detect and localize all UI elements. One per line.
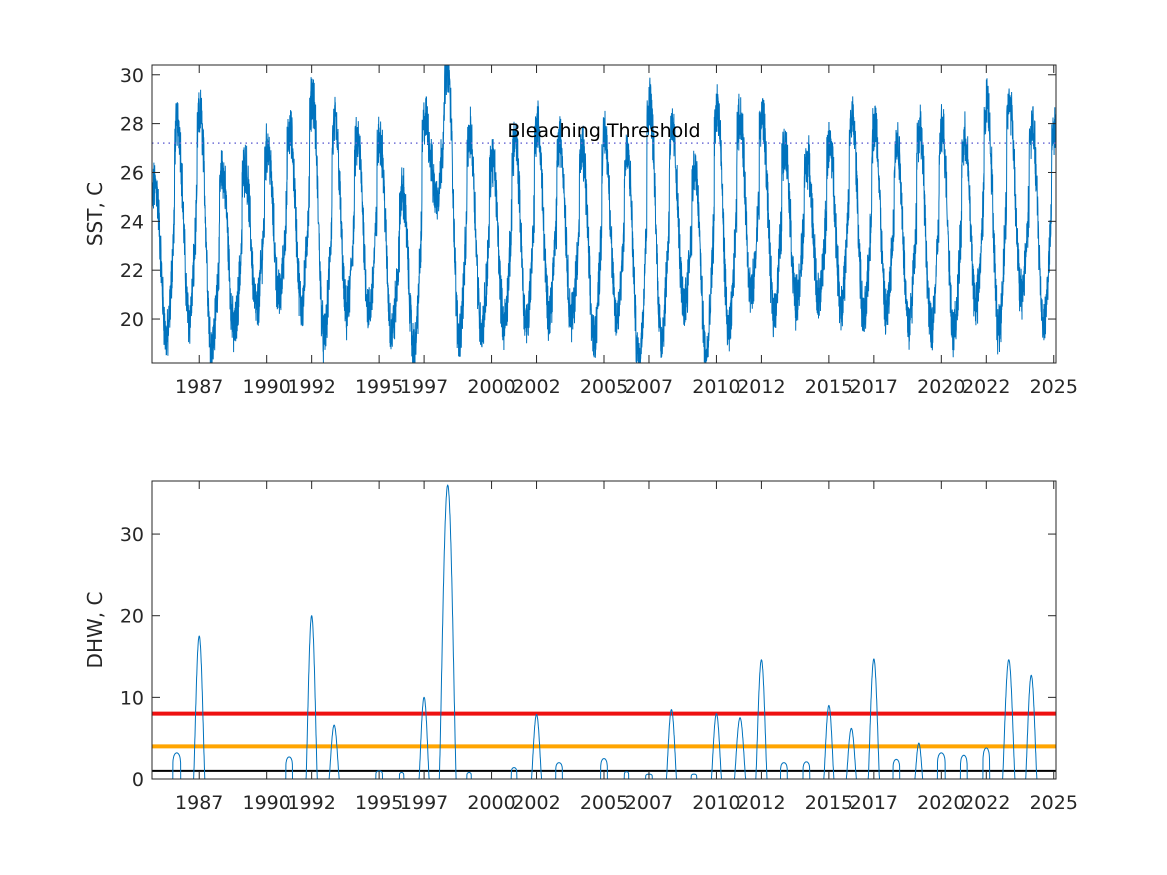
dhw-series-layer: [152, 484, 1056, 780]
dhw-x-tick-label: 2010: [692, 792, 740, 814]
sst-x-tick-label: 2010: [692, 376, 740, 398]
bleaching-threshold-label: Bleaching Threshold: [507, 120, 700, 142]
sst-y-tick-label: 22: [120, 260, 144, 282]
dhw-y-tick-label: 20: [120, 606, 144, 628]
sst-y-axis-label: SST, C: [83, 182, 107, 246]
dhw-y-tick-label: 10: [120, 687, 144, 709]
sst-x-tick-label: 2002: [512, 376, 560, 398]
dhw-y-axis-label: DHW, C: [83, 592, 107, 669]
dhw-plot-area: [152, 481, 1056, 779]
sst-y-tick-label: 26: [120, 162, 144, 184]
dhw-y-tick-label: 0: [132, 769, 144, 791]
dhw-axes-box: [151, 480, 1057, 780]
sst-x-tick-label: 2005: [580, 376, 628, 398]
sst-x-tick-label: 1995: [355, 376, 403, 398]
dhw-x-tick-label: 2000: [467, 792, 515, 814]
dhw-x-tick-label: 2025: [1030, 792, 1078, 814]
dhw-x-tick-label: 1995: [355, 792, 403, 814]
sst-series-layer: [151, 64, 1057, 364]
sst-x-tick-label: 2000: [467, 376, 515, 398]
dhw-x-tick-label: 2007: [625, 792, 673, 814]
sst-y-tick-label: 24: [120, 211, 144, 233]
dhw-y-tick-label: 30: [120, 524, 144, 546]
sst-x-tick-label: 2015: [805, 376, 853, 398]
sst-x-tick-label: 2022: [962, 376, 1010, 398]
sst-x-tick-label: 2017: [850, 376, 898, 398]
sst-x-tick-label: 2007: [625, 376, 673, 398]
sst-x-tick-label: 1987: [175, 376, 223, 398]
sst-x-tick-label: 1990: [243, 376, 291, 398]
dhw-x-tick-label: 1990: [243, 792, 291, 814]
sst-x-tick-label: 2012: [737, 376, 785, 398]
dhw-x-tick-label: 1992: [287, 792, 335, 814]
dhw-x-tick-label: 2002: [512, 792, 560, 814]
sst-y-tick-label: 28: [120, 114, 144, 136]
sst-x-tick-label: 2020: [917, 376, 965, 398]
sst-x-tick-label: 1997: [400, 376, 448, 398]
dhw-x-tick-label: 2020: [917, 792, 965, 814]
dhw-x-tick-label: 1997: [400, 792, 448, 814]
sst-axes-box: [151, 64, 1057, 364]
sst-x-tick-label: 2025: [1030, 376, 1078, 398]
dhw-x-tick-label: 2017: [850, 792, 898, 814]
dhw-x-tick-label: 2015: [805, 792, 853, 814]
dhw-x-tick-label: 1987: [175, 792, 223, 814]
sst-x-tick-label: 1992: [287, 376, 335, 398]
dhw-x-tick-label: 2005: [580, 792, 628, 814]
dhw-x-tick-label: 2022: [962, 792, 1010, 814]
sst-y-tick-label: 30: [120, 65, 144, 87]
sst-series-line: [151, 64, 1057, 364]
sst-y-tick-label: 20: [120, 309, 144, 331]
dhw-x-tick-label: 2012: [737, 792, 785, 814]
